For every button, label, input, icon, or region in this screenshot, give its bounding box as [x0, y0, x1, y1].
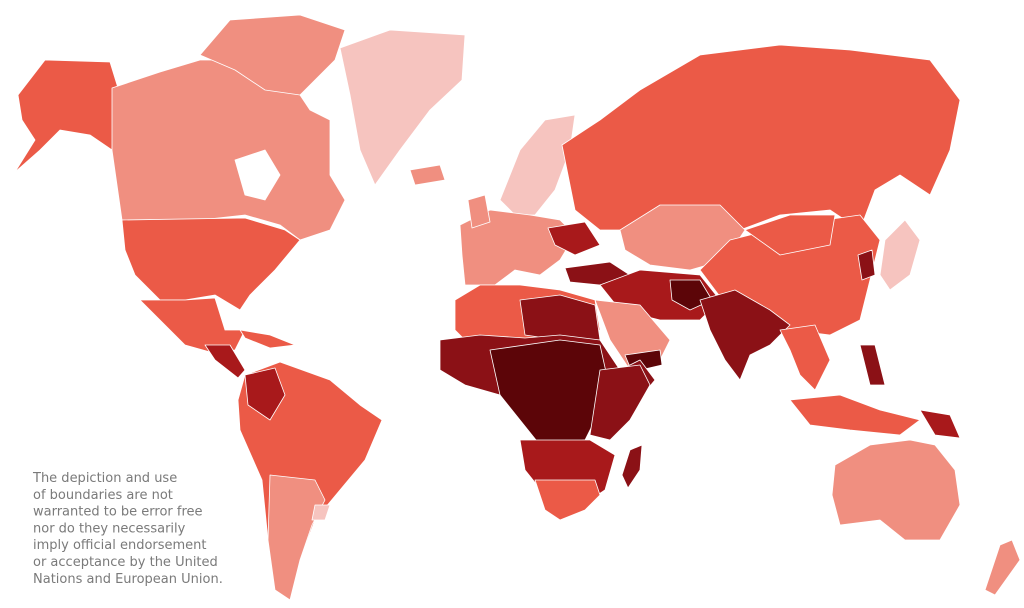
australia	[831, 439, 961, 541]
hudson-bay	[234, 149, 281, 201]
papua	[919, 409, 961, 439]
india	[699, 289, 791, 381]
alaska	[14, 59, 119, 173]
east-africa	[589, 364, 651, 441]
mongolia	[744, 214, 836, 256]
new-zealand	[984, 539, 1021, 596]
disclaimer-line: or acceptance by the United	[33, 555, 218, 570]
korea	[857, 249, 876, 281]
western-europe	[459, 209, 576, 286]
russia	[561, 44, 961, 231]
disclaimer-line: Nations and European Union.	[33, 572, 223, 587]
disclaimer: The depiction and use of boundaries are …	[32, 471, 223, 587]
disclaimer-line: The depiction and use	[32, 471, 177, 486]
disclaimer-line: of boundaries are not	[33, 488, 173, 503]
canada	[111, 59, 346, 241]
scandinavia	[499, 114, 576, 216]
disclaimer-line: imply official endorsement	[33, 538, 207, 553]
ukraine	[547, 221, 601, 256]
central-america	[204, 344, 246, 379]
greenland	[339, 29, 466, 186]
arctic-islands	[199, 14, 346, 96]
countries	[14, 14, 1021, 601]
usa	[121, 217, 301, 311]
disclaimer-line: nor do they necessarily	[33, 521, 186, 536]
uruguay	[311, 504, 331, 521]
colombia	[244, 367, 286, 421]
south-africa	[534, 479, 601, 521]
indonesia	[789, 394, 921, 436]
se-asia	[779, 324, 831, 391]
japan	[879, 219, 921, 291]
uk	[467, 194, 491, 229]
disclaimer-line: warranted to be error free	[33, 505, 203, 520]
argentina-chile	[267, 474, 326, 601]
iceland	[409, 164, 446, 186]
mexico	[139, 297, 246, 353]
madagascar	[621, 444, 643, 489]
philippines	[859, 344, 886, 386]
caribbean	[239, 329, 296, 349]
